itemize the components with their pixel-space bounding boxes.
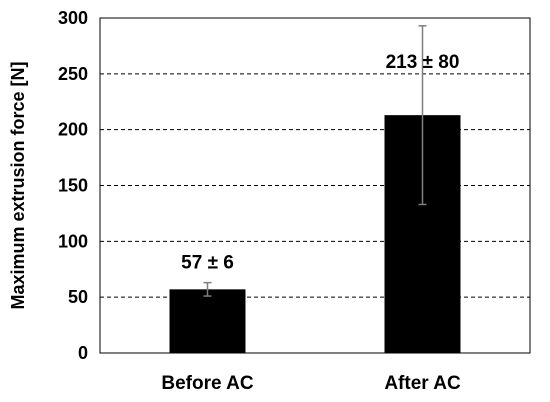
y-tick-label: 300 [58, 8, 88, 28]
bar-value-label: 213 ± 80 [386, 52, 460, 73]
y-ticks: 0 50 100 150 200 250 300 [58, 8, 88, 363]
x-categories: Before AC After AC [161, 373, 461, 394]
x-category-label: Before AC [161, 373, 253, 394]
error-bars [203, 25, 427, 297]
error-bar [203, 281, 212, 297]
error-bar [418, 25, 427, 206]
bar-value-label: 57 ± 6 [181, 253, 234, 274]
y-tick-label: 50 [68, 287, 88, 307]
y-tick-label: 100 [58, 231, 88, 251]
data-labels: 57 ± 6 213 ± 80 [181, 52, 459, 274]
y-tick-label: 150 [58, 176, 88, 196]
y-tick-label: 0 [78, 343, 88, 363]
x-category-label: After AC [384, 373, 461, 394]
bar-before-ac [169, 289, 246, 353]
gridlines [100, 73, 530, 298]
plot-frame [99, 17, 531, 354]
y-axis-title: Maximum extrusion force [N] [8, 61, 28, 309]
y-tick-label: 200 [58, 120, 88, 140]
y-tick-label: 250 [58, 64, 88, 84]
bars [169, 115, 461, 354]
